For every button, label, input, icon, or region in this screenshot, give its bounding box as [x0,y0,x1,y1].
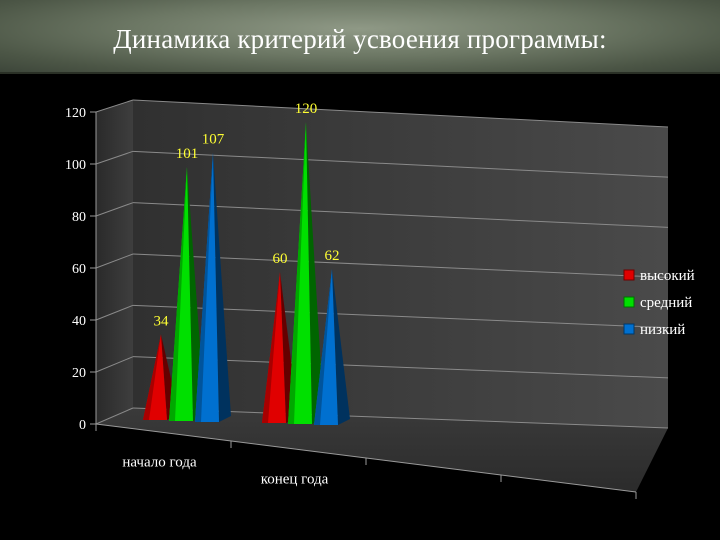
data-label: 62 [325,248,340,264]
pyramid-left-face [314,268,332,425]
pyramid-left-face [288,122,306,424]
pyramid-left-face [169,166,187,421]
data-label: 107 [202,132,225,148]
title-bar: Динамика критерий усвоения программы: [0,0,720,74]
legend-label: высокий [640,268,695,284]
legend-swatch [623,323,635,335]
y-tick-label: 60 [72,262,86,277]
category-label: конец года [261,472,329,488]
pyramid-left-face [143,334,161,420]
legend-swatch [623,269,635,281]
legend-label: низкий [640,322,685,338]
data-label: 60 [273,251,288,267]
pyramid-side-face [213,152,231,422]
y-axis: 0 20 40 60 80 100 120 [65,106,97,433]
pyramid-left-face [195,152,213,422]
gridline-side [95,253,134,269]
y-tick-label: 100 [65,158,86,173]
gridline-side [95,407,134,425]
gridline-back [132,202,669,228]
back-wall [133,100,668,428]
x-axis: начало года конец года [95,423,637,499]
gridline-back [132,253,669,278]
data-label: 120 [295,101,318,117]
legend-label: средний [640,295,692,311]
side-wall [96,100,133,424]
gridline-side [95,150,134,165]
y-tick-label: 80 [72,210,86,225]
legend: высокий средний низкий [623,268,695,338]
category-label: начало года [122,455,197,471]
slide-title: Динамика критерий усвоения программы: [113,24,607,54]
y-tick-label: 40 [72,314,86,329]
legend-swatch [623,296,635,308]
gridline-back [132,99,669,128]
floor [96,408,668,492]
pyramid-bars [143,122,350,425]
gridline-side [95,202,134,217]
y-tick-label: 120 [65,106,86,121]
gridline-side [95,99,134,113]
data-label: 101 [176,146,199,162]
gridline-back [132,150,669,178]
y-tick-label: 0 [79,418,86,433]
pyramid-left-face [262,272,280,423]
gridline-side [95,356,134,373]
data-label: 34 [154,313,170,329]
gridline-side [95,304,134,321]
y-tick-label: 20 [72,366,86,381]
